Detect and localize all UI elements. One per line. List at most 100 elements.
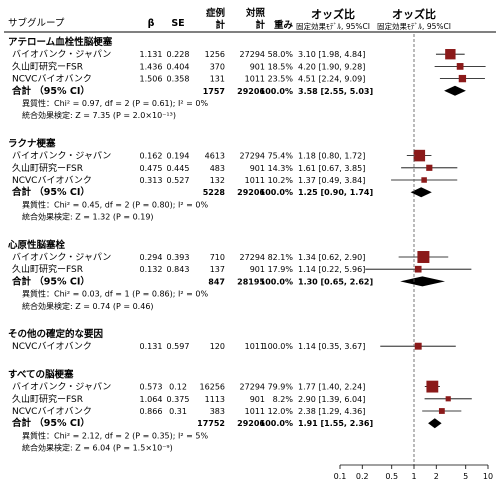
effect-square [421,177,427,183]
heterogeneity-text: 異質性：Chi² = 0.97, df = 2 (P = 0.61); I² =… [22,98,208,108]
group-title: その他の確定的な要因 [8,328,103,340]
overall-effect-text: 統合効果検定: Z = 6.04 (P = 1.5×10⁻⁹) [22,443,173,453]
header-cases-line1: 症例 [206,7,225,19]
study-cases: 1256 [205,50,225,59]
total-cases: 847 [208,277,225,286]
group-title: ラクナ梗塞 [8,137,56,149]
study-controls: 1011 [245,75,265,84]
study-se: 0.194 [167,152,190,161]
study-weight: 8.2% [273,395,294,404]
study-name: 久山町研究ーFSR [12,263,83,275]
effect-square [426,164,433,171]
study-weight: 79.9% [268,383,294,392]
study-name: NCVCバイオバンク [12,341,92,352]
effect-square [414,265,422,273]
effect-square [413,149,426,162]
study-weight: 75.4% [268,152,294,161]
study-cases: 131 [210,75,225,84]
total-weight: 100.0% [260,188,293,197]
header-or-sub-left: 固定効果ﾓﾃﾞﾙ, 95%CI [296,21,370,31]
study-se: 0.31 [169,407,187,416]
study-beta: 1.506 [140,75,163,84]
study-se: 0.228 [167,50,190,59]
header-or-sub-right: 固定効果ﾓﾃﾞﾙ, 95%CI [377,21,451,31]
study-or-ci: 1.61 [0.67, 3.85] [298,164,365,173]
study-cases: 710 [210,253,225,262]
effect-square [445,49,456,60]
study-beta: 1.064 [140,395,163,404]
header-weight: 重み [274,19,294,31]
heterogeneity-text: 異質性：Chi² = 0.03, df = 1 (P = 0.86); I² =… [22,289,208,299]
group-title: すべての脳梗塞 [8,368,74,380]
summary-diamond [428,418,442,429]
study-name: 久山町研究ーFSR [12,60,83,72]
study-or-ci: 2.38 [1.29, 4.36] [298,407,365,416]
study-or-ci: 1.77 [1.40, 2.24] [298,383,365,392]
study-se: 0.393 [167,253,190,262]
study-or-ci: 2.90 [1.39, 6.04] [298,395,365,404]
effect-square [438,408,445,414]
study-controls: 1011 [245,176,265,185]
x-tick-label: 2 [434,472,439,481]
study-weight: 100.0% [262,342,293,351]
study-weight: 82.1% [268,253,294,262]
study-or-ci: 4.20 [1.90, 9.28] [298,62,365,71]
study-or-ci: 1.34 [0.62, 2.90] [298,253,365,262]
effect-square [426,380,439,393]
study-or-ci: 4.51 [2.24, 9.09] [298,75,365,84]
study-beta: 0.866 [140,407,163,416]
summary-diamond [410,187,432,198]
header-se: SE [171,18,184,29]
study-beta: 0.313 [140,176,163,185]
study-cases: 383 [210,407,225,416]
total-label: 合計 （95% CI） [12,275,90,287]
study-or-ci: 1.14 [0.35, 3.67] [298,342,365,351]
group-title: 心原性脳塞栓 [8,239,66,251]
study-name: 久山町研究ーFSR [12,162,83,174]
study-name: NCVCバイオバンク [12,406,92,417]
total-controls: 28195 [237,277,265,286]
study-controls: 27294 [240,152,265,161]
study-beta: 0.132 [140,265,163,274]
effect-square [414,342,422,350]
study-beta: 1.436 [140,62,163,71]
study-cases: 132 [210,176,225,185]
heterogeneity-text: 異質性：Chi² = 2.12, df = 2 (P = 0.35); I² =… [22,430,208,440]
study-cases: 483 [210,164,225,173]
study-name: バイオバンク・ジャパン [12,49,111,60]
study-controls: 901 [250,164,265,173]
x-tick-label: 5 [463,472,468,481]
header-cases-line2: 計 [215,19,225,31]
study-controls: 1011 [245,407,265,416]
total-controls: 29206 [237,87,265,96]
study-se: 0.843 [167,265,190,274]
study-weight: 14.3% [268,164,294,173]
study-se: 0.375 [167,395,190,404]
study-name: バイオバンク・ジャパン [12,382,111,393]
forest-graph: 0.1 0.2 0.5 1 2 5 10 [334,34,493,481]
total-weight: 100.0% [260,87,293,96]
study-or-ci: 3.10 [1.98, 4.84] [298,50,365,59]
study-name: NCVCバイオバンク [12,175,92,186]
overall-effect-text: 統合効果検定: Z = 7.35 (P = 2.0×10⁻¹³) [22,110,176,120]
study-se: 0.358 [167,75,190,84]
study-name: NCVCバイオバンク [12,74,92,85]
study-controls: 1011 [245,342,265,351]
header-controls-line2: 計 [255,19,265,31]
x-tick-label: 0.2 [356,472,369,481]
study-se: 0.527 [167,176,190,185]
study-weight: 12.0% [268,407,294,416]
study-controls: 901 [250,62,265,71]
effect-square [458,74,467,83]
study-cases: 1113 [205,395,225,404]
study-weight: 23.5% [268,75,294,84]
study-beta: 1.131 [140,50,163,59]
overall-effect-text: 統合効果検定: Z = 1.32 (P = 0.19) [22,212,154,222]
study-or-ci: 1.37 [0.49, 3.84] [298,176,365,185]
x-tick-label: 10 [483,472,493,481]
total-or-ci: 1.91 [1.55, 2.36] [298,419,373,428]
study-controls: 27294 [240,50,265,59]
study-beta: 0.162 [140,152,163,161]
